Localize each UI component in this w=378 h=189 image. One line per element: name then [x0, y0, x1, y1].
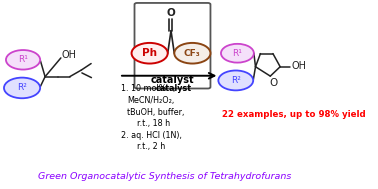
Text: R²: R²: [231, 76, 241, 85]
Text: catalyst: catalyst: [155, 84, 191, 93]
FancyBboxPatch shape: [135, 3, 211, 88]
Text: r.t., 2 h: r.t., 2 h: [137, 142, 166, 151]
Circle shape: [174, 43, 211, 64]
Text: 2. aq. HCl (1N),: 2. aq. HCl (1N),: [121, 131, 181, 140]
Text: R¹: R¹: [232, 49, 242, 58]
Text: Ph: Ph: [142, 48, 157, 58]
Text: catalyst: catalyst: [151, 75, 194, 85]
Text: OH: OH: [291, 61, 306, 71]
Text: r.t., 18 h: r.t., 18 h: [137, 119, 170, 128]
Circle shape: [4, 78, 40, 98]
Text: CF₃: CF₃: [184, 49, 201, 58]
Text: Green Organocatalytic Synthesis of Tetrahydrofurans: Green Organocatalytic Synthesis of Tetra…: [39, 172, 292, 181]
Text: tBuOH, buffer,: tBuOH, buffer,: [127, 108, 184, 117]
Text: 22 examples, up to 98% yield: 22 examples, up to 98% yield: [222, 109, 366, 119]
Circle shape: [6, 50, 40, 70]
Text: O: O: [167, 8, 175, 18]
Circle shape: [221, 44, 254, 63]
Circle shape: [218, 70, 253, 90]
Circle shape: [132, 43, 168, 64]
Text: ,: ,: [172, 84, 175, 93]
Text: O: O: [270, 78, 278, 88]
Text: OH: OH: [62, 50, 76, 60]
Text: R¹: R¹: [18, 55, 28, 64]
Text: MeCN/H₂O₂,: MeCN/H₂O₂,: [127, 96, 175, 105]
Text: R²: R²: [17, 83, 27, 92]
Text: 1. 10 mol%: 1. 10 mol%: [121, 84, 169, 93]
